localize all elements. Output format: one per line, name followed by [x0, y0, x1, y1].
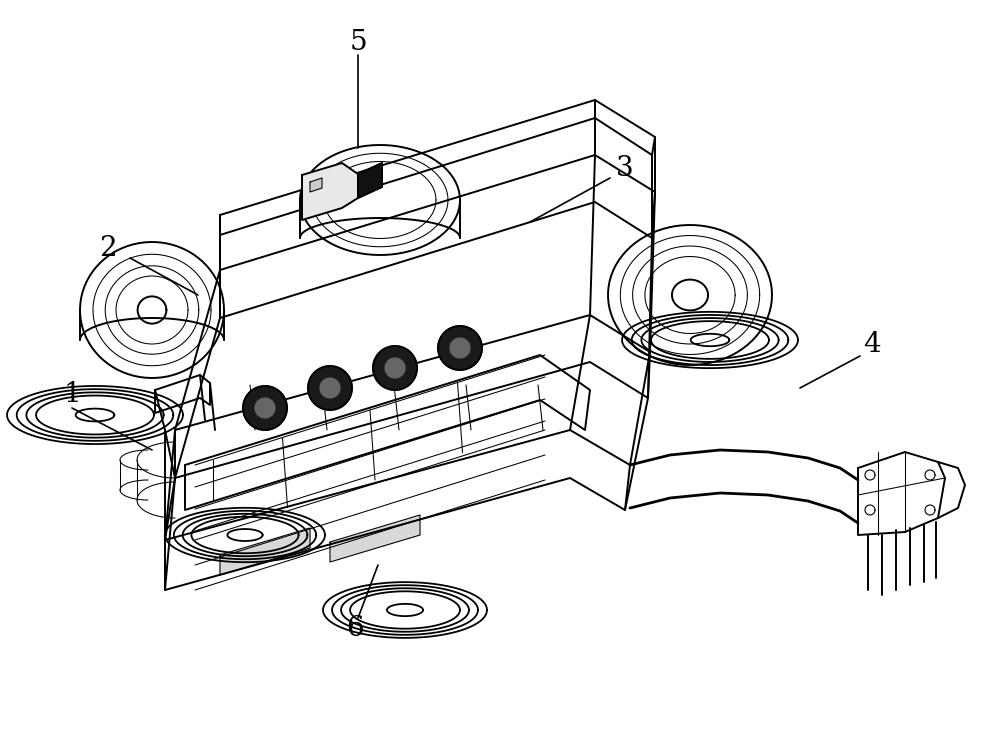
Polygon shape [330, 515, 420, 562]
Polygon shape [358, 163, 382, 198]
Polygon shape [302, 163, 358, 220]
Polygon shape [243, 386, 287, 430]
Polygon shape [220, 528, 310, 575]
Polygon shape [373, 346, 417, 390]
Text: 6: 6 [346, 615, 364, 642]
Text: 4: 4 [863, 331, 881, 358]
Polygon shape [385, 358, 405, 378]
Polygon shape [450, 338, 470, 358]
Polygon shape [308, 366, 352, 410]
Text: 5: 5 [349, 28, 367, 55]
Polygon shape [310, 178, 322, 192]
Text: 1: 1 [63, 382, 81, 409]
Polygon shape [438, 326, 482, 370]
Text: 2: 2 [99, 234, 117, 261]
Polygon shape [255, 398, 275, 418]
Polygon shape [320, 378, 340, 398]
Text: 3: 3 [616, 155, 634, 182]
